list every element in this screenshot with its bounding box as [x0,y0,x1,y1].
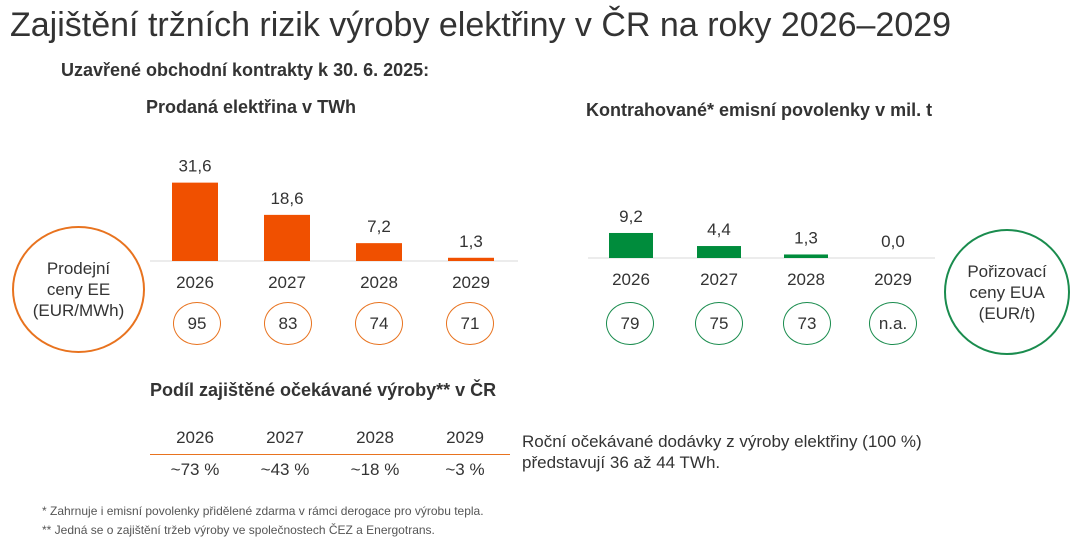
chart-title-allowances: Kontrahované* emisní povolenky v mil. t [586,100,933,120]
hedge-share: ~43 % [260,460,310,479]
hedge-share: ~3 % [445,460,485,479]
bar-electricity-2029 [448,257,494,261]
value-label-allowances-2027: 4,4 [707,220,731,239]
value-label-allowances-2029: 0,0 [881,232,905,251]
tick-label-allowances-2028: 2028 [787,270,825,289]
footnote-allowances: * Zahrnuje i emisní povolenky přidělené … [42,504,484,518]
price-circle-line: ceny EE [46,280,111,299]
hedge-title: Podíl zajištěné očekávané výroby** v ČR [150,380,497,400]
value-label-electricity-2027: 18,6 [270,189,303,208]
chart-title-electricity: Prodaná elektřina v TWh [146,97,357,117]
value-label-electricity-2026: 31,6 [178,157,211,176]
hedge-share: ~18 % [350,460,400,479]
footnote-hedge: ** Jedná se o zajištění tržeb výroby ve … [42,523,435,537]
hedge-year: 2027 [266,428,304,447]
price-2028-allowances: 73 [783,302,831,345]
tick-label-electricity-2029: 2029 [452,273,490,292]
hedge-year: 2028 [356,428,394,447]
hedge-note: Roční očekávané dodávky z výroby elektři… [522,432,922,472]
bar-allowances-2028 [784,254,828,258]
hedge-table: 2026 2027 2028 2029 ~73 % ~43 % ~18 % ~3… [150,428,510,480]
tick-label-allowances-2026: 2026 [612,270,650,289]
value-label-electricity-2028: 7,2 [367,217,391,236]
bar-allowances-2027 [697,246,741,258]
bar-electricity-2028 [356,243,402,261]
value-label-electricity-2029: 1,3 [459,232,483,251]
value-label-allowances-2028: 1,3 [794,228,818,247]
price-2026-electricity: 95 [173,302,221,345]
bar-electricity-2027 [264,214,310,261]
hedge-year: 2026 [176,428,214,447]
price-circle-allowances: Pořizovací ceny EUA (EUR/t) [944,229,1070,355]
tick-label-allowances-2029: 2029 [874,270,912,289]
hedge-share: ~73 % [170,460,220,479]
price-2027-electricity: 83 [264,302,312,345]
price-circle-line: (EUR/t) [978,303,1036,323]
price-2027-allowances: 75 [695,302,743,345]
hedge-year: 2029 [446,428,484,447]
value-label-allowances-2026: 9,2 [619,207,643,226]
price-circle-line: Pořizovací [967,261,1047,281]
tick-label-allowances-2027: 2027 [700,270,738,289]
bar-allowances-2026 [609,232,653,258]
price-circle-line: (EUR/MWh) [32,301,125,320]
tick-label-electricity-2028: 2028 [360,273,398,292]
price-circle-line: ceny EUA [969,282,1045,302]
price-2026-allowances: 79 [606,302,654,345]
tick-label-electricity-2026: 2026 [176,273,214,292]
page-title: Zajištění tržních rizik výroby elektřiny… [10,6,952,44]
hedge-shares-row: ~73 % ~43 % ~18 % ~3 % [150,455,510,480]
hedge-years-row: 2026 2027 2028 2029 [150,428,510,455]
price-2029-electricity: 71 [446,302,494,345]
page-subtitle: Uzavřené obchodní kontrakty k 30. 6. 202… [61,60,430,80]
price-2029-allowances: n.a. [869,302,917,345]
price-circle-electricity: Prodejní ceny EE (EUR/MWh) [12,226,145,353]
tick-label-electricity-2027: 2027 [268,273,306,292]
bar-electricity-2026 [172,182,218,261]
price-circle-line: Prodejní [46,259,111,278]
price-2028-electricity: 74 [355,302,403,345]
